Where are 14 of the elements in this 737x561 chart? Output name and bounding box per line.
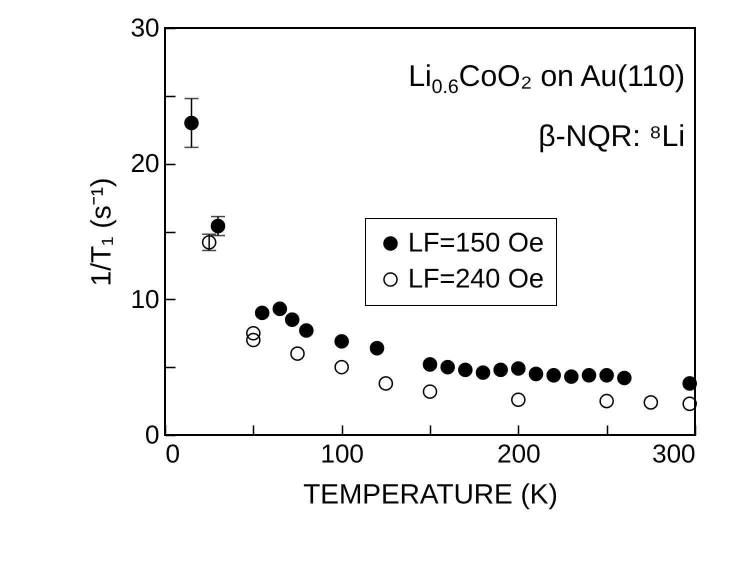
x-tick-label: 0 bbox=[166, 438, 180, 468]
annotation: β-NQR: ⁸Li bbox=[537, 119, 685, 155]
legend-label: LF=240 Oe bbox=[408, 264, 544, 294]
y-tick-label: 30 bbox=[130, 12, 160, 42]
y-tick-label: 10 bbox=[130, 284, 160, 314]
x-axis-title: TEMPERATURE (K) bbox=[303, 478, 558, 510]
annotation: Li$_{0.6}$CoO₂ on Au(110) bbox=[408, 59, 685, 100]
legend-label: LF=150 Oe bbox=[408, 228, 544, 258]
y-axis-title: 1/T₁ (s⁻¹) bbox=[86, 178, 117, 286]
y-tick-label: 20 bbox=[130, 148, 160, 178]
x-tick-label: 300 bbox=[652, 438, 696, 468]
x-tick-label: 100 bbox=[320, 438, 364, 468]
x-tick-label: 200 bbox=[497, 438, 541, 468]
y-tick-label: 0 bbox=[145, 420, 160, 450]
